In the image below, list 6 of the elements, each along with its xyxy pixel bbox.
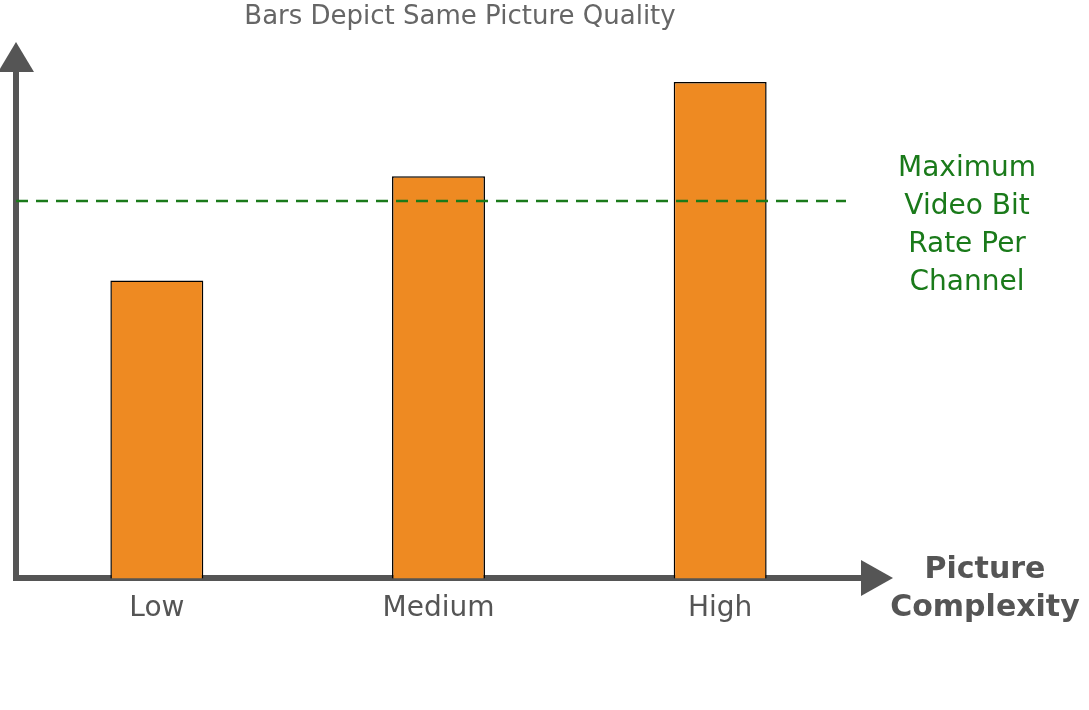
x-tick-label: Medium [382, 590, 495, 624]
x-axis-title: Picture Complexity [890, 550, 1081, 624]
x-tick-label: Low [129, 590, 185, 624]
chart-title: Bars Depict Same Picture Quality [244, 0, 676, 30]
ref-line-label: Maximum Video Bit Rate Per Channel [898, 150, 1036, 298]
x-tick-label: High [687, 590, 753, 624]
